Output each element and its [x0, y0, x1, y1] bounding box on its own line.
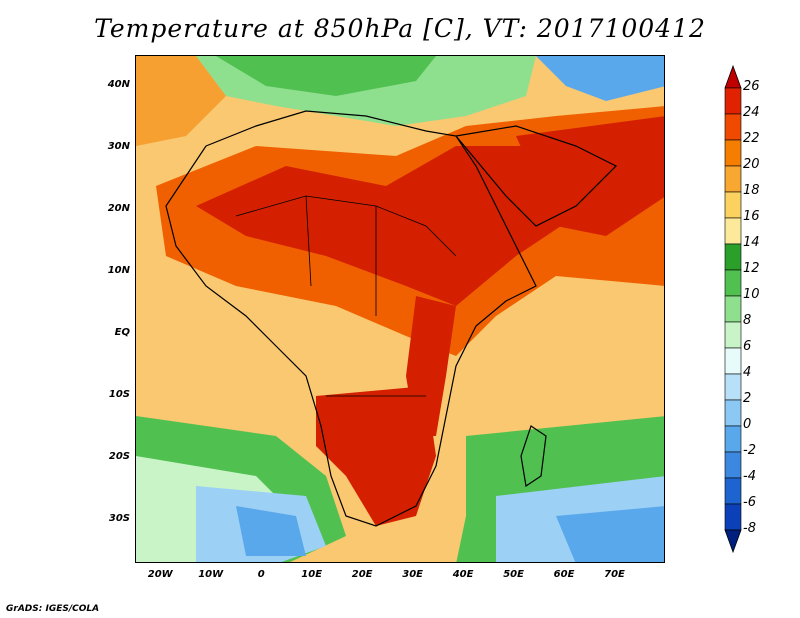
colorbar-swatch [724, 295, 742, 323]
coastline-africa [165, 110, 537, 527]
border-line [305, 195, 312, 287]
colorbar-level-label: 22 [743, 131, 760, 146]
colorbar-swatch [724, 451, 742, 479]
colorbar-level-label: 24 [743, 105, 760, 120]
lat-tick-label: 20N [107, 202, 130, 214]
colorbar-level-label: 10 [743, 287, 760, 302]
colorbar-swatch [724, 269, 742, 297]
lon-tick-label: 50E [503, 569, 524, 580]
colorbar-level-label: 26 [743, 79, 760, 94]
colorbar-level-label: -8 [743, 521, 756, 536]
field-europe [216, 56, 436, 96]
lat-tick-label: 20S [108, 450, 130, 462]
field-indian-south-coldest [556, 506, 664, 562]
colorbar-level-label: 20 [743, 157, 760, 172]
colorbar-bottom-arrow [724, 529, 742, 554]
colorbar-level-label: 2 [743, 391, 752, 406]
colorbar-swatch [724, 399, 742, 427]
colorbar-swatch [724, 503, 742, 531]
colorbar-swatch [724, 243, 742, 271]
colorbar-level-label: -4 [743, 469, 756, 484]
colorbar-level-label: 12 [743, 261, 760, 276]
lon-tick-label: 10W [198, 569, 224, 580]
colorbar-level-label: 6 [743, 339, 752, 354]
colorbar-level-label: 4 [743, 365, 752, 380]
colorbar-level-label: 18 [743, 183, 760, 198]
colorbar-level-label: 14 [743, 235, 760, 250]
lon-tick-label: 60E [553, 569, 575, 580]
coastline-madagascar [520, 425, 547, 488]
lat-tick-label: 10N [107, 264, 130, 276]
colorbar-swatch [724, 373, 742, 401]
colorbar-swatch [724, 113, 742, 141]
credit-text: GrADS: IGES/COLA [6, 604, 100, 614]
colorbar-swatch [724, 425, 742, 453]
lon-tick-label: 40E [452, 569, 474, 580]
temperature-field [136, 56, 664, 562]
colorbar-swatch [724, 87, 742, 115]
temperature-map [135, 55, 665, 563]
field-asia-cold [536, 56, 664, 101]
colorbar-swatch [724, 477, 742, 505]
lon-tick-label: 0 [257, 569, 265, 580]
colorbar-swatch [724, 321, 742, 349]
lat-tick-label: 30N [107, 140, 130, 152]
lon-tick-label: 30E [402, 569, 423, 580]
lat-tick-label: 30S [108, 512, 130, 524]
colorbar [724, 64, 742, 554]
colorbar-level-label: 16 [743, 209, 760, 224]
lat-tick-label: EQ [114, 326, 130, 338]
colorbar-swatch [724, 217, 742, 245]
colorbar-level-label: -6 [743, 495, 756, 510]
lat-tick-label: 10S [108, 388, 130, 400]
colorbar-level-label: 8 [743, 313, 752, 328]
field-atlantic-north [136, 56, 226, 146]
lon-tick-label: 20W [147, 569, 173, 580]
lon-tick-label: 70E [604, 569, 625, 580]
field-sahara-hot [196, 146, 606, 306]
colorbar-level-label: 0 [743, 417, 752, 432]
colorbar-swatch [724, 191, 742, 219]
map-title: Temperature at 850hPa [C], VT: 201710041… [94, 14, 706, 43]
lon-tick-label: 10E [301, 569, 323, 580]
colorbar-level-label: -2 [743, 443, 756, 458]
lon-tick-label: 20E [351, 569, 373, 580]
field-south-atlantic-coldest [236, 506, 306, 556]
colorbar-swatch [724, 347, 742, 375]
lat-tick-label: 40N [107, 78, 130, 90]
colorbar-top-arrow [724, 64, 742, 89]
colorbar-swatch [724, 139, 742, 167]
colorbar-swatch [724, 165, 742, 193]
field-southern-africa-hot [316, 386, 436, 526]
coastline-arabia [454, 125, 618, 227]
field-arabia-hot [516, 116, 664, 236]
